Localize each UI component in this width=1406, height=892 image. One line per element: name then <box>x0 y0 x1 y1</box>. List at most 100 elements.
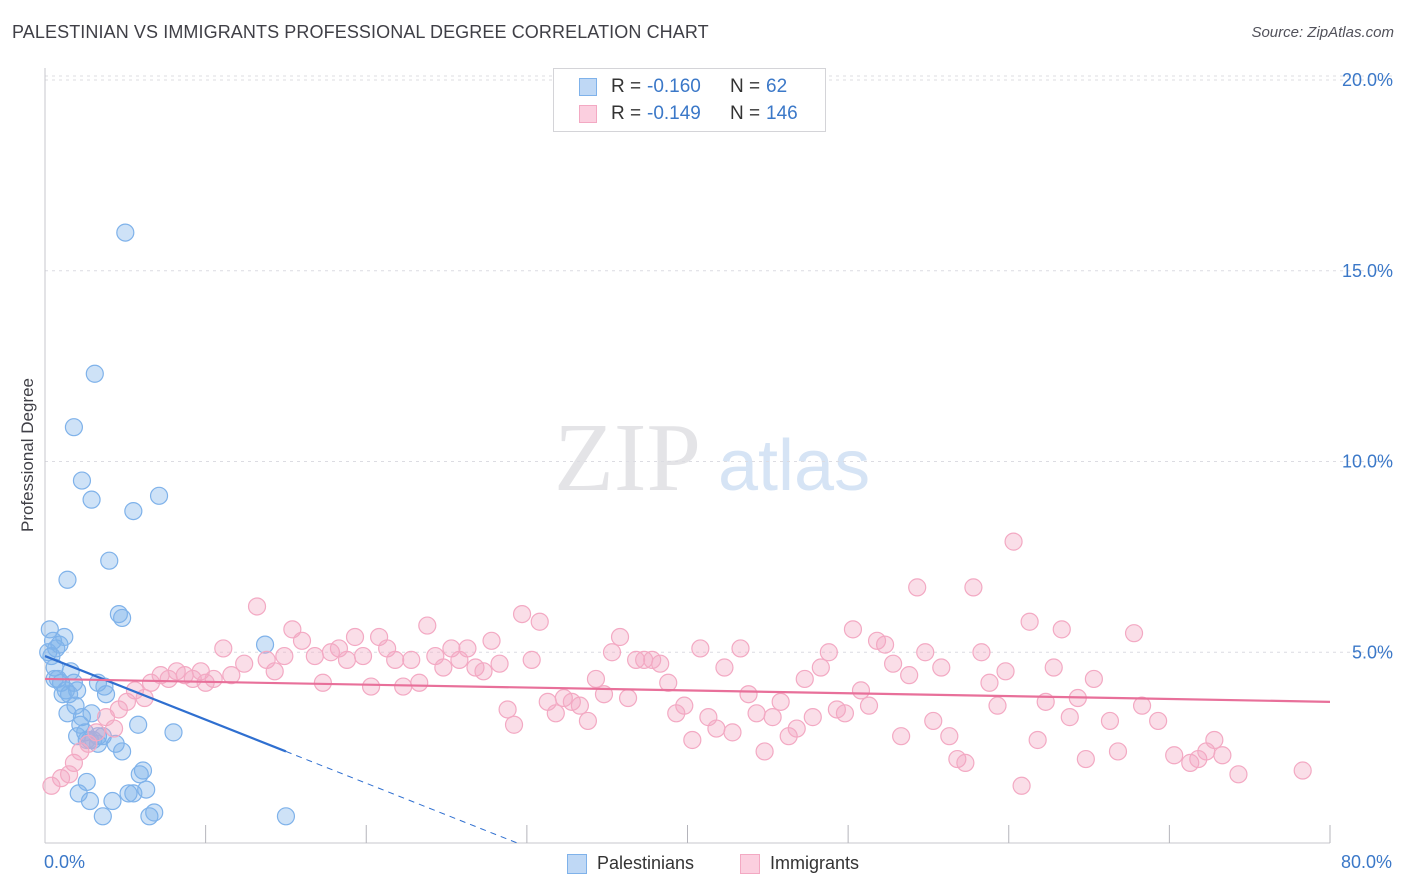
immigrants-point <box>64 753 84 772</box>
immigrants-point <box>1108 742 1128 761</box>
immigrants-point <box>235 654 254 673</box>
immigrants-point <box>892 727 911 746</box>
palestinians-point <box>72 708 92 727</box>
y-tick-label: 10.0% <box>1342 452 1393 472</box>
immigrants-point <box>292 631 312 650</box>
palestinians-point <box>145 803 164 822</box>
immigrants-points <box>42 532 1312 795</box>
y-tick-labels: 5.0% 10.0% 15.0% 20.0% <box>1342 70 1393 662</box>
immigrants-point <box>883 654 903 673</box>
immigrants-point <box>522 650 541 669</box>
source-credit: Source: ZipAtlas.com <box>1251 24 1394 41</box>
immigrants-point <box>723 723 742 742</box>
watermark-atlas: atlas <box>718 426 870 506</box>
palestinians-point <box>72 471 92 490</box>
legend-item-immigrants[interactable]: Immigrants <box>740 851 890 875</box>
immigrants-point <box>1213 746 1232 765</box>
immigrants-point <box>345 627 365 647</box>
palestinians-point <box>129 715 148 734</box>
palestinians-point <box>255 635 275 654</box>
immigrants-point <box>1052 620 1071 639</box>
chart-title: PALESTINIAN VS IMMIGRANTS PROFESSIONAL D… <box>12 22 709 42</box>
immigrants-point <box>402 650 421 669</box>
palestinians-point <box>103 791 122 811</box>
immigrants-point <box>707 719 726 738</box>
immigrants-point <box>418 616 437 635</box>
palestinians-point <box>39 643 58 662</box>
immigrants-point <box>731 639 750 658</box>
trendlines <box>44 655 1331 845</box>
immigrants-point <box>394 677 413 696</box>
immigrants-point <box>361 677 381 696</box>
immigrants-point <box>504 715 524 734</box>
r-label: R = <box>611 76 642 97</box>
immigrants-point <box>916 643 935 662</box>
immigrants-point <box>482 631 501 650</box>
palestinians-points <box>39 223 296 826</box>
palestinians-point <box>85 364 104 383</box>
palestinians-point <box>112 608 132 628</box>
immigrants-point <box>859 696 879 715</box>
immigrants-point <box>59 765 79 784</box>
r-label: R = <box>611 103 642 124</box>
palestinians-point <box>164 723 183 742</box>
immigrants-trendline <box>44 677 1331 703</box>
immigrants-point <box>498 700 517 719</box>
immigrants-point <box>763 708 782 727</box>
immigrants-point <box>771 692 790 711</box>
immigrants-point <box>490 654 509 673</box>
immigrants-point <box>683 730 702 750</box>
y-tick-label: 20.0% <box>1342 70 1393 90</box>
immigrants-point <box>843 620 863 639</box>
palestinians-point <box>55 627 74 647</box>
immigrants-point <box>811 658 830 677</box>
immigrants-point <box>940 727 959 746</box>
immigrants-point <box>875 635 895 654</box>
r-value: -0.149 <box>647 103 701 124</box>
immigrants-point <box>530 612 549 631</box>
immigrants-point <box>1124 624 1144 643</box>
immigrants-point <box>1205 730 1224 750</box>
immigrants-point <box>214 639 233 658</box>
immigrants-point <box>908 578 927 597</box>
palestinians-point <box>58 704 77 723</box>
immigrants-point <box>715 658 734 677</box>
immigrants-point <box>795 669 814 689</box>
legend-swatch-immigrants <box>740 854 760 874</box>
immigrants-point <box>1229 765 1248 784</box>
palestinians-point <box>93 807 112 826</box>
immigrants-point <box>747 704 766 723</box>
legend-item-palestinians[interactable]: Palestinians <box>567 851 717 875</box>
palestinians-trendline <box>44 655 287 753</box>
palestinians-point <box>130 765 149 784</box>
palestinians-point <box>137 780 156 799</box>
legend-label-palestinians: Palestinians <box>597 853 695 873</box>
immigrants-point <box>1293 761 1312 780</box>
stats-row-immigrants: R = -0.149 N = 146 <box>554 101 825 127</box>
immigrants-point <box>819 643 838 662</box>
immigrants-point <box>851 681 871 700</box>
legend-swatch-palestinians <box>567 854 587 874</box>
palestinians-point <box>82 704 101 723</box>
immigrants-point <box>1076 749 1095 769</box>
immigrants-point <box>980 673 999 692</box>
watermark: ZIP atlas <box>554 404 870 512</box>
immigrants-point <box>578 711 598 731</box>
immigrants-point <box>222 666 241 685</box>
immigrants-point <box>1012 776 1031 795</box>
x-axis-min-label: 0.0% <box>44 852 86 872</box>
immigrants-point <box>659 673 678 692</box>
immigrants-point <box>675 696 694 715</box>
palestinians-point <box>119 784 138 803</box>
palestinians-point <box>69 784 88 803</box>
immigrants-point <box>988 696 1007 715</box>
palestinians-point <box>276 807 296 826</box>
palestinians-point <box>59 685 79 704</box>
immigrants-point <box>353 646 373 666</box>
immigrants-point <box>586 669 606 689</box>
palestinians-point <box>116 223 135 242</box>
immigrants-point <box>739 685 758 704</box>
immigrants-point <box>924 711 943 731</box>
immigrants-point <box>410 673 429 692</box>
